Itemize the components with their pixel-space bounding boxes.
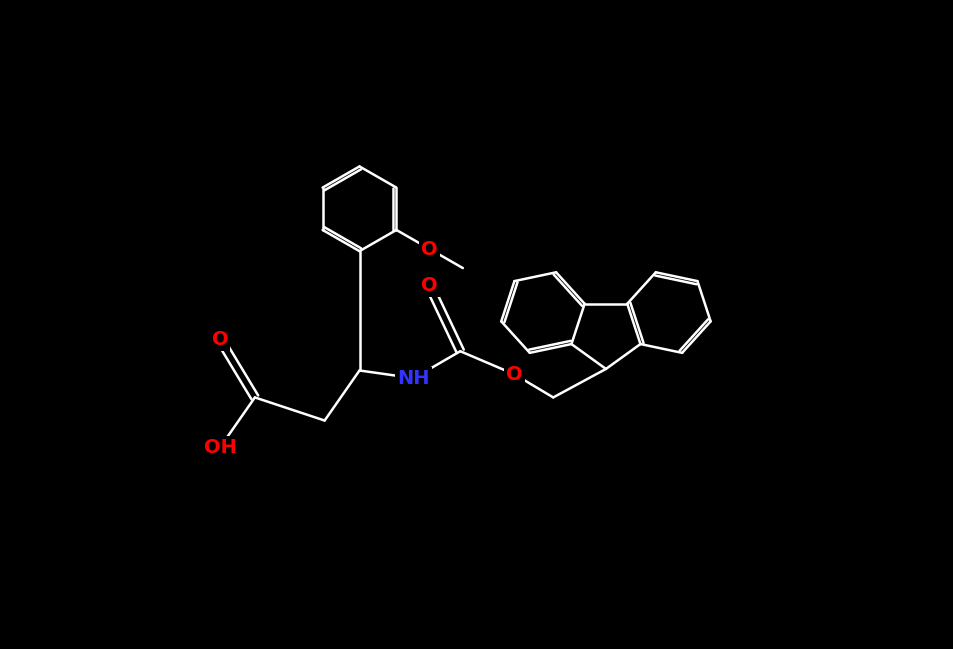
Text: OH: OH	[203, 438, 236, 457]
Text: O: O	[420, 276, 437, 295]
Text: O: O	[212, 330, 228, 349]
Text: O: O	[506, 365, 522, 384]
Text: NH: NH	[397, 369, 430, 387]
Text: O: O	[421, 239, 437, 258]
